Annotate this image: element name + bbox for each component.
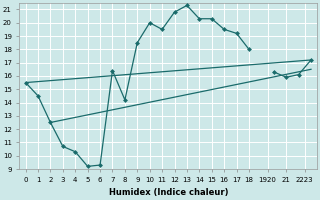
X-axis label: Humidex (Indice chaleur): Humidex (Indice chaleur) [108,188,228,197]
